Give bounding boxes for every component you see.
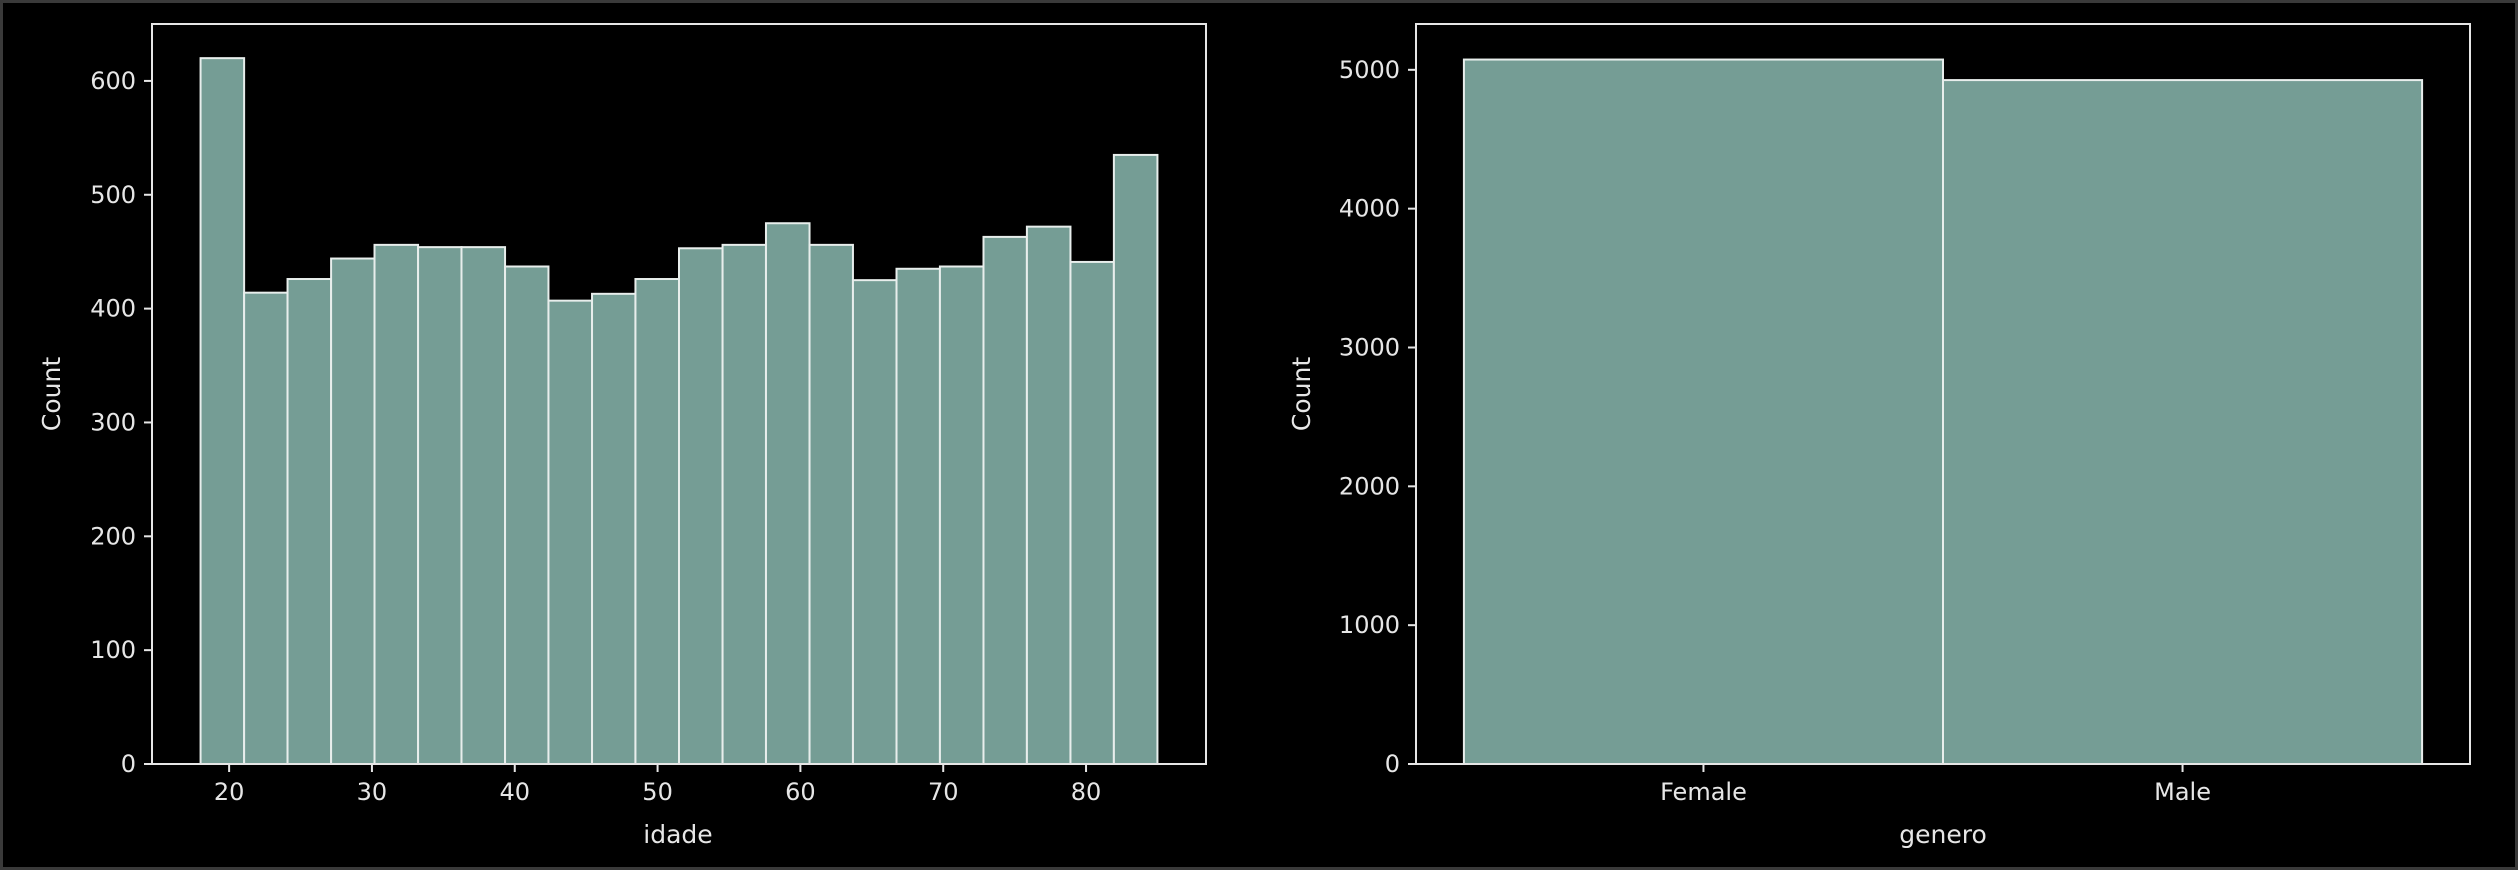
histogram-bar [504,265,550,765]
y-tick-label: 500 [90,181,136,209]
histogram-y-axis-label: Count [37,357,66,431]
bar-chart-x-ticks: Female Male [1660,764,2211,806]
histogram-bar [1069,260,1115,765]
histogram-x-axis-label: idade [643,820,712,849]
histogram-bar [678,247,724,765]
bar-chart-x-axis-label: genero [1899,820,1987,849]
histogram-x-ticks: 20 30 40 50 60 70 80 [214,764,1101,806]
histogram-bar [1112,153,1159,765]
histogram-bar [634,278,680,765]
x-tick-label: 50 [642,778,673,806]
histogram-bars [199,57,1159,766]
x-tick-label: 20 [214,778,245,806]
y-tick-label: 600 [90,67,136,95]
y-tick-label: 3000 [1339,333,1400,361]
gender-bars [1462,58,2424,766]
y-tick-label: 100 [90,636,136,664]
gender-bar [1942,79,2424,766]
x-tick-label: 40 [499,778,530,806]
histogram-bar [982,235,1028,765]
histogram-bar [721,243,767,766]
bar-chart-y-ticks: 0 1000 2000 3000 4000 5000 [1339,56,1416,778]
category-label: Male [2154,778,2211,806]
histogram-bar [460,246,507,765]
y-tick-label: 300 [90,408,136,436]
histogram-bar [199,57,246,765]
histogram-bar [808,243,854,766]
histogram-bar [330,257,376,765]
y-tick-label: 0 [1385,750,1400,778]
histogram-y-ticks: 0 100 200 300 400 500 600 [90,67,152,778]
histogram-bar [851,279,898,765]
bar-chart-axes-frame [1415,23,2471,765]
y-tick-label: 1000 [1339,611,1400,639]
y-tick-label: 400 [90,295,136,323]
y-tick-label: 5000 [1339,56,1400,84]
histogram-bar [938,265,985,765]
y-tick-label: 4000 [1339,195,1400,223]
histogram-idade: 20 30 40 50 60 70 80 0 100 200 300 400 500 600 idade… [37,23,1207,849]
histogram-bar [764,222,811,765]
histogram-bar [286,278,333,765]
y-tick-label: 2000 [1339,472,1400,500]
histogram-axes-frame [151,23,1207,765]
gender-bar [1462,58,1944,765]
histogram-bar [895,267,941,765]
y-tick-label: 0 [121,750,136,778]
x-tick-label: 30 [357,778,388,806]
x-tick-label: 60 [785,778,816,806]
category-label: Female [1660,778,1747,806]
histogram-bar [591,292,637,765]
histogram-bar [243,291,289,765]
histogram-bar [373,243,420,766]
y-tick-label: 200 [90,522,136,550]
histogram-bar [1025,225,1072,765]
x-tick-label: 80 [1071,778,1102,806]
x-tick-label: 70 [928,778,959,806]
histogram-bar [417,246,463,765]
histogram-bar [547,299,594,765]
bar-chart-y-axis-label: Count [1287,357,1316,431]
